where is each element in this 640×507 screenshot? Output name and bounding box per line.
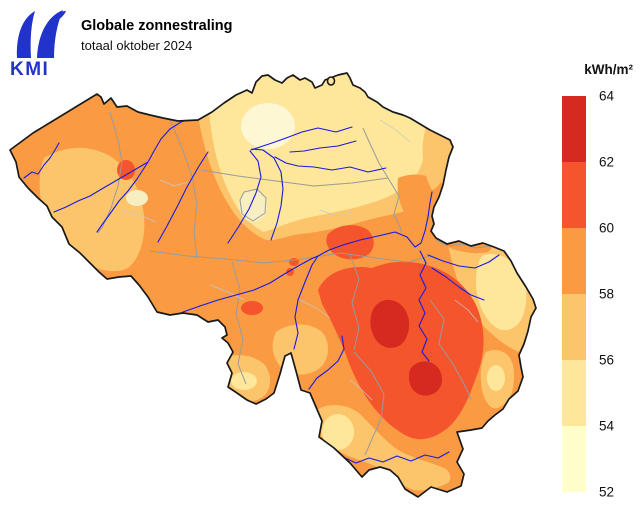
legend-unit-label: kWh/m²	[584, 62, 633, 77]
region-thuin-spot-60-62	[241, 301, 263, 315]
region-kempen-core-52-54	[241, 103, 295, 149]
river-zenne	[227, 150, 262, 244]
river-demer	[274, 156, 387, 173]
legend-tick-60: 60	[599, 221, 614, 236]
region-ardennes-60-62	[318, 261, 484, 440]
river-dender	[157, 151, 209, 243]
region-chimay-54-56	[231, 372, 257, 390]
legend-tick-52: 52	[599, 485, 614, 500]
river-vesder	[427, 254, 500, 269]
legend-band-60-62	[562, 162, 586, 228]
kmi-logo-icon	[16, 11, 35, 58]
river-leie	[53, 161, 149, 213]
legend-band-62-64	[562, 96, 586, 162]
baarle-enclave	[326, 76, 336, 86]
river-lesse	[308, 335, 345, 390]
color-scale-legend: kWh/m² 64 62 60 58 56 54 52	[562, 62, 634, 500]
river-kleine-nete	[289, 140, 357, 153]
legend-tick-58: 58	[599, 287, 614, 302]
river-ourthe	[418, 250, 430, 362]
river-schelde	[96, 117, 193, 233]
river-ijzer	[23, 142, 60, 179]
legend-band-54-56	[562, 360, 586, 426]
kmi-logo-icon	[52, 11, 66, 22]
river-ambleve	[431, 267, 485, 301]
river-samber	[166, 255, 319, 321]
river-maas	[293, 191, 433, 350]
river-grote-nete	[250, 126, 353, 151]
region-ardennes-core2-62-64	[409, 361, 442, 396]
kmi-logo-text: KMI	[10, 59, 49, 80]
rivers	[23, 117, 500, 464]
region-flanders-pale-spot	[126, 190, 148, 206]
legend-band-52-54	[562, 426, 586, 492]
page-title: Globale zonnestraling	[81, 18, 232, 34]
legend-tick-56: 56	[599, 353, 614, 368]
region-east-bulge-54-56	[476, 253, 527, 331]
kmi-logo-icon	[37, 10, 63, 58]
kmi-logo: KMI	[10, 10, 66, 80]
legend-band-56-58	[562, 294, 586, 360]
legend-tick-62: 62	[599, 155, 614, 170]
country-border	[9, 72, 537, 498]
river-dijle	[251, 148, 284, 241]
region-hesbaye-60-62	[326, 225, 374, 260]
region-ardennes-core-62-64	[370, 299, 410, 348]
legend-tick-54: 54	[599, 419, 615, 434]
province-boundaries	[97, 111, 491, 456]
legend-band-58-60	[562, 228, 586, 294]
legend-tick-64: 64	[599, 89, 615, 104]
region-stvith-54-56	[487, 365, 505, 391]
page-subtitle: totaal oktober 2024	[81, 38, 192, 53]
region-gaume-54-56	[322, 414, 354, 450]
